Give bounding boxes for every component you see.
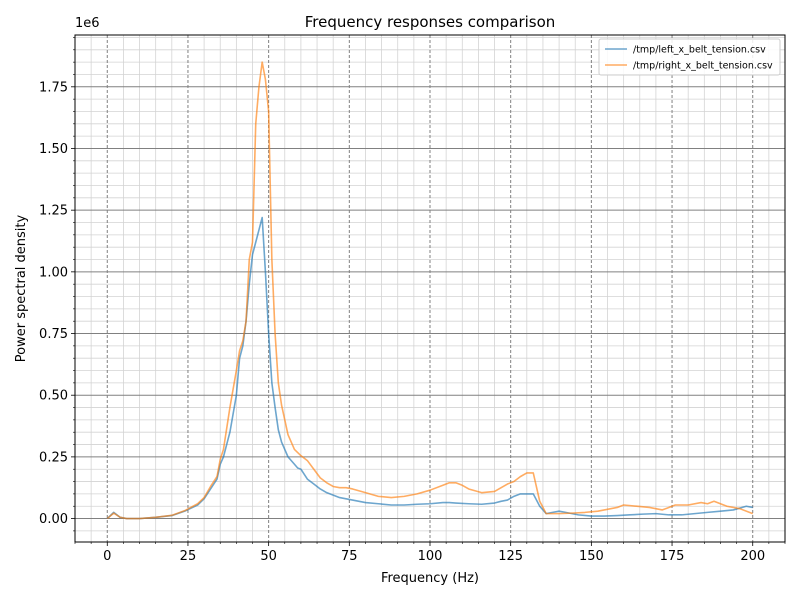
chart-title: Frequency responses comparison [305, 13, 556, 31]
legend-label: /tmp/right_x_belt_tension.csv [633, 61, 773, 72]
legend: /tmp/left_x_belt_tension.csv/tmp/right_x… [598, 38, 781, 76]
y-tick-label: 1.50 [39, 142, 68, 157]
y-tick-label: 0.25 [39, 450, 68, 465]
y-tick-label: 0.00 [39, 512, 68, 527]
x-tick-label: 150 [579, 549, 604, 564]
y-tick-label: 0.50 [39, 389, 68, 404]
legend-box [598, 38, 781, 76]
x-axis-title: Frequency (Hz) [381, 571, 479, 586]
x-tick-label: 50 [260, 549, 277, 564]
x-tick-label: 25 [180, 549, 197, 564]
x-tick-label: 75 [341, 549, 358, 564]
x-tick-label: 125 [498, 549, 523, 564]
series-line-right [106, 61, 754, 520]
x-tick-label: 200 [740, 549, 765, 564]
y-axis-title: Power spectral density [14, 214, 29, 362]
x-tick-label: 100 [418, 549, 443, 564]
series-layer [106, 61, 754, 520]
ticks: 0 25 50 75 100 125 150 175 200 0.00 0.25 0.50 0.75 1.… [39, 37, 786, 564]
grid [74, 35, 786, 542]
y-tick-label: 1.00 [39, 265, 68, 280]
y-tick-label: 1.25 [39, 204, 68, 219]
y-axis-offset-label: 1e6 [75, 16, 100, 31]
y-tick-label: 1.75 [39, 80, 68, 95]
x-tick-label: 0 [103, 549, 111, 564]
x-tick-label: 175 [660, 549, 685, 564]
series-line-left [106, 216, 753, 520]
legend-label: /tmp/left_x_belt_tension.csv [633, 45, 766, 56]
y-tick-label: 0.75 [39, 327, 68, 342]
